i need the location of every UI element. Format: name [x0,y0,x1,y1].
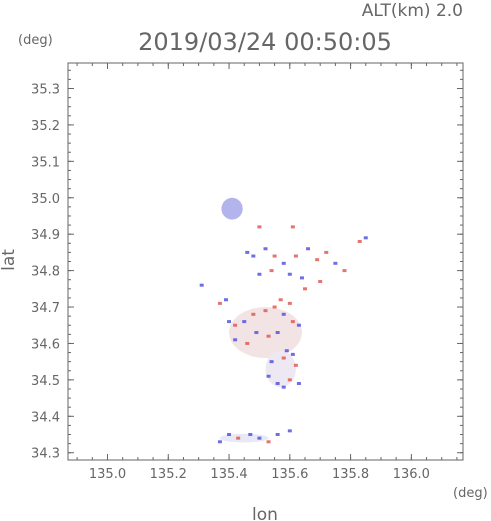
echo-point-15 [257,272,262,276]
y-unit-label: (deg) [18,33,53,48]
x-tick-label: 135.0 [89,467,126,482]
echo-point-38 [245,341,250,345]
echo-point-31 [290,320,295,324]
echo-regions [219,197,302,443]
x-unit-label: (deg) [453,486,488,501]
y-tick-label: 35.0 [31,192,60,207]
echo-point-27 [251,312,256,316]
echo-point-48 [296,382,301,386]
echo-point-56 [217,440,222,444]
echo-point-16 [269,269,274,273]
echo-point-3 [357,239,362,243]
echo-point-49 [281,385,286,389]
echo-point-20 [303,287,307,291]
echo-point-41 [290,352,295,356]
echo-point-30 [281,312,286,316]
chart-title: 2019/03/24 00:50:05 [138,28,392,56]
echo-point-0 [257,225,262,229]
echo-point-10 [306,247,311,251]
echo-point-4 [245,250,250,254]
y-tick-label: 34.5 [31,374,60,389]
echo-point-43 [269,360,274,364]
echo-point-5 [251,254,256,258]
echo-point-2 [363,236,368,240]
y-tick-label: 34.8 [31,265,60,280]
y-tick-label: 34.4 [31,410,60,425]
y-tick-label: 35.3 [31,82,60,97]
echo-point-9 [293,254,298,258]
echo-point-51 [236,436,241,440]
x-ticks: 135.0 135.2 135.4 135.6 135.8 136.0 [76,63,458,482]
echo-point-14 [342,269,347,273]
echo-point-37 [275,331,280,335]
echo-point-7 [272,254,277,258]
echo-point-52 [248,433,253,437]
echo-point-39 [233,338,238,342]
echo-point-55 [275,433,280,437]
echo-point-22 [217,301,222,305]
subtitle: ALT(km) 2.0 [362,1,463,21]
echo-point-18 [299,276,304,280]
x-tick-label: 135.4 [210,467,247,482]
echo-point-35 [254,331,259,335]
echo-point-24 [227,320,232,324]
echo-point-21 [199,283,204,287]
echo-point-11 [315,258,320,262]
echo-point-29 [272,305,277,309]
echo-point-28 [263,309,268,313]
echo-point-25 [233,323,238,327]
echo-point-36 [266,334,271,338]
echo-point-47 [287,378,292,382]
echo-point-12 [324,250,329,254]
echo-points [199,225,368,444]
echo-point-44 [293,363,298,367]
echo-point-8 [281,261,286,265]
x-tick-label: 135.6 [271,467,308,482]
y-tick-label: 34.7 [31,301,60,316]
echo-point-6 [263,247,268,251]
echo-point-42 [281,356,286,360]
echo-point-46 [275,382,280,386]
echo-point-40 [284,349,289,353]
echo-point-13 [333,261,338,265]
y-ticks: 34.3 34.4 34.5 34.6 34.7 34.8 34.9 35.0 35.1 35.2… [31,69,463,462]
y-tick-label: 34.9 [31,228,60,243]
y-tick-label: 35.1 [31,155,60,170]
y-tick-label: 34.3 [31,447,60,462]
echo-point-33 [287,301,292,305]
echo-point-23 [224,298,228,302]
x-axis-label: lon [252,505,278,521]
echo-point-1 [290,225,295,229]
y-tick-label: 34.6 [31,337,60,352]
echo-point-34 [278,298,283,302]
northwest-blob [221,197,243,220]
y-axis-label: lat [0,249,19,271]
southern-patch [219,433,269,443]
x-tick-label: 135.2 [150,467,187,482]
echo-point-57 [287,429,292,433]
echo-point-53 [257,436,262,440]
echo-point-50 [227,433,232,437]
echo-point-32 [296,323,301,327]
x-tick-label: 135.8 [332,467,369,482]
echo-point-19 [318,280,323,284]
southern-stem [265,350,296,388]
echo-point-54 [266,440,271,444]
plot-frame [67,62,464,461]
echo-point-26 [242,320,247,324]
x-tick-label: 136.0 [393,467,430,482]
echo-point-17 [287,272,292,276]
y-tick-label: 35.2 [31,119,60,134]
central-mass [229,307,302,359]
echo-point-45 [266,374,271,378]
